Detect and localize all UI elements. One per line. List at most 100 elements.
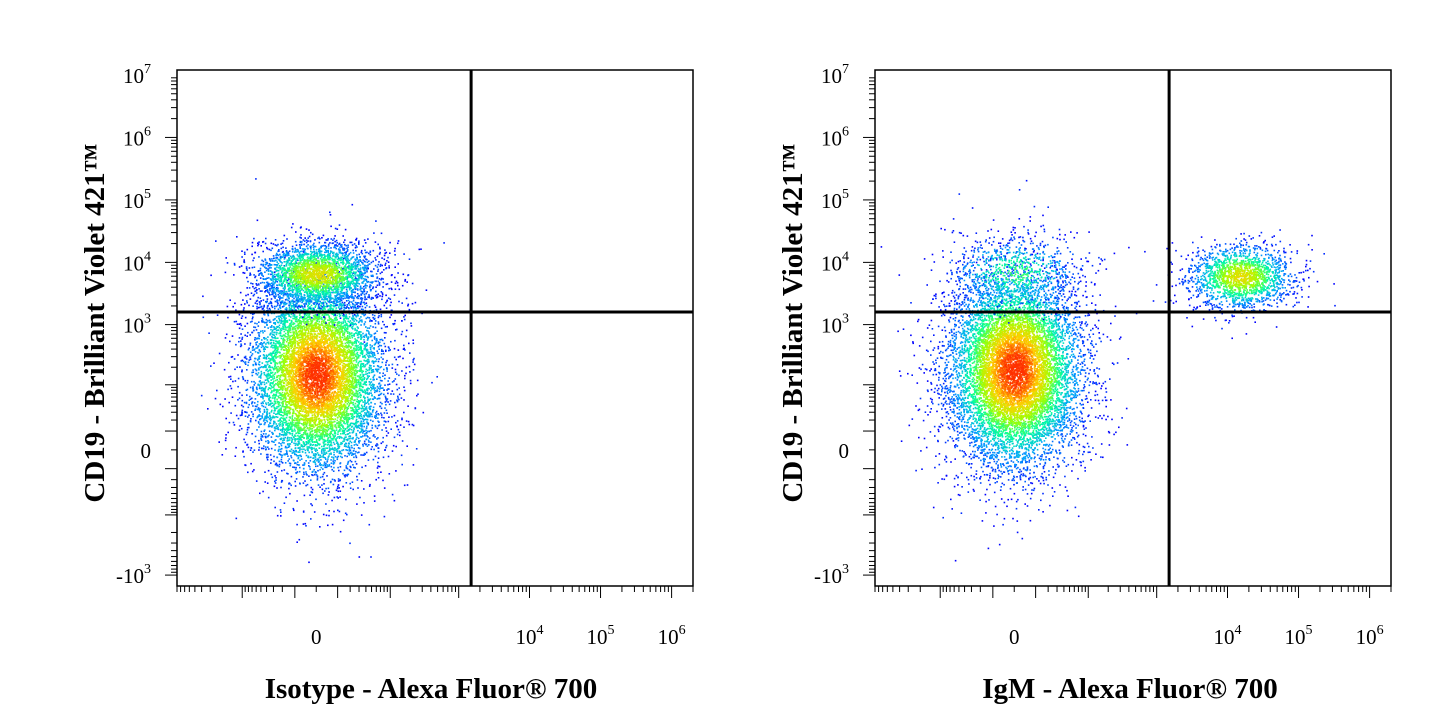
event-dot: [234, 368, 236, 371]
event-dot: [350, 333, 352, 335]
event-dot: [395, 383, 398, 386]
event-dot: [354, 355, 357, 357]
event-dot: [256, 284, 258, 286]
event-dot: [355, 365, 357, 368]
event-dot: [272, 380, 275, 383]
event-dot: [296, 500, 298, 502]
event-dot: [366, 270, 368, 273]
event-dot: [283, 469, 286, 471]
event-dot: [356, 288, 359, 290]
event-dot: [279, 366, 282, 368]
event-dot: [344, 428, 347, 430]
event-dot: [271, 397, 274, 399]
event-dot: [328, 455, 330, 457]
event-dot: [329, 481, 332, 484]
event-dot: [390, 428, 392, 430]
event-dot: [372, 370, 375, 373]
event-dot: [252, 305, 254, 307]
event-dot: [316, 449, 318, 452]
event-dot: [277, 348, 279, 351]
event-dot: [290, 308, 293, 311]
event-dot: [380, 315, 383, 318]
event-dot: [286, 450, 288, 453]
event-dot: [264, 415, 266, 418]
event-dot: [306, 295, 309, 298]
event-dot: [308, 298, 311, 301]
event-dot: [296, 523, 298, 526]
event-dot: [360, 342, 362, 344]
event-dot: [269, 366, 272, 368]
event-dot: [291, 424, 293, 426]
event-dot: [352, 394, 355, 397]
event-dot: [232, 305, 234, 308]
event-dot: [325, 503, 327, 505]
event-dot: [297, 296, 299, 299]
event-dot: [368, 383, 371, 386]
event-dot: [334, 432, 336, 435]
event-dot: [282, 337, 285, 340]
event-dot: [312, 314, 315, 317]
event-dot: [369, 344, 372, 346]
event-dot: [338, 452, 341, 455]
event-dot: [239, 345, 242, 348]
event-dot: [368, 361, 370, 364]
event-dot: [271, 386, 273, 389]
event-dot: [404, 377, 406, 380]
event-dot: [366, 291, 368, 293]
event-dot: [387, 383, 389, 386]
event-dot: [401, 284, 404, 287]
event-dot: [255, 178, 257, 180]
event-dot: [295, 231, 297, 233]
event-dot: [337, 291, 340, 293]
event-dot: [357, 356, 360, 359]
event-dot: [310, 491, 313, 493]
event-dot: [370, 369, 373, 372]
event-dot: [372, 420, 374, 423]
event-dot: [312, 470, 314, 473]
event-dot: [365, 443, 368, 446]
event-dot: [312, 433, 314, 435]
event-dot: [261, 362, 264, 364]
event-dot: [349, 337, 351, 339]
event-dot: [303, 448, 305, 450]
event-dot: [388, 383, 391, 385]
event-dot: [274, 480, 276, 483]
event-dot: [339, 422, 342, 424]
event-dot: [369, 354, 371, 357]
event-dot: [271, 335, 273, 338]
event-dot: [295, 419, 298, 422]
event-dot: [350, 466, 352, 469]
event-dot: [257, 352, 259, 354]
event-dot: [314, 444, 317, 447]
event-dot: [262, 354, 265, 356]
event-dot: [284, 285, 286, 288]
event-dot: [289, 335, 292, 338]
event-dot: [271, 402, 274, 404]
event-dot: [364, 334, 366, 337]
event-dot: [306, 312, 308, 315]
event-dot: [345, 418, 348, 420]
event-dot: [396, 425, 398, 427]
event-dot: [381, 416, 383, 419]
event-dot: [288, 483, 290, 485]
event-dot: [371, 427, 374, 429]
event-dot: [283, 417, 285, 420]
event-dot: [292, 326, 294, 328]
event-dot: [365, 373, 367, 375]
event-dot: [260, 436, 262, 438]
event-dot: [368, 441, 370, 443]
event-dot: [284, 407, 287, 410]
event-dot: [383, 424, 385, 426]
event-dot: [330, 421, 332, 423]
event-dot: [337, 306, 340, 309]
event-dot: [327, 426, 329, 428]
event-dot: [355, 424, 358, 426]
event-dot: [356, 426, 358, 429]
event-dot: [337, 433, 339, 435]
event-dot: [277, 347, 279, 350]
event-dot: [273, 334, 275, 336]
event-dot: [258, 358, 261, 360]
event-dot: [275, 347, 277, 349]
event-dot: [369, 398, 372, 400]
event-dot: [344, 512, 347, 515]
